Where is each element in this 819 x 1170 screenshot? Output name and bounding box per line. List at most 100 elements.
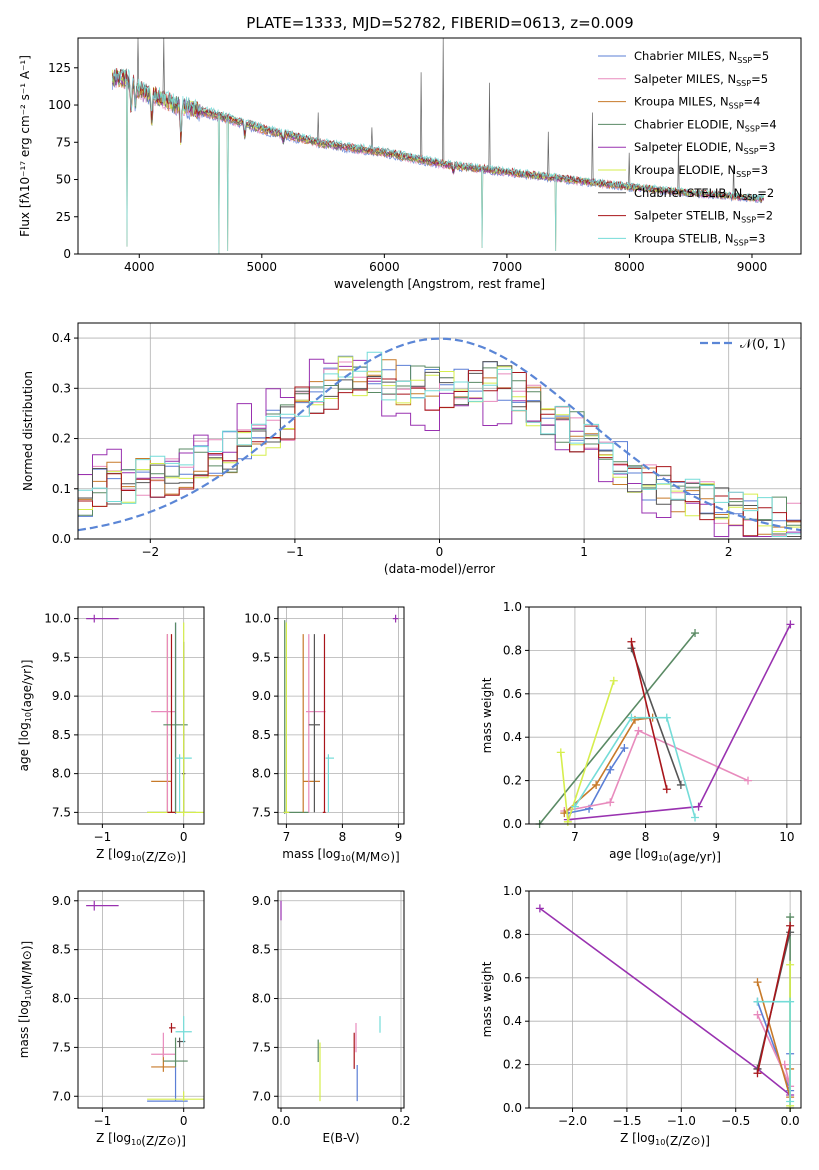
legend-entry: Chabrier ELODIE, NSSP=4 xyxy=(634,117,777,133)
axes-frame xyxy=(528,606,802,825)
series-salpeter_stelib xyxy=(627,637,671,794)
series-line xyxy=(563,716,653,814)
data-point xyxy=(662,785,671,794)
y-tick-label: 0.6 xyxy=(503,687,522,701)
series-line xyxy=(560,680,615,823)
data-point xyxy=(786,960,795,969)
series-line xyxy=(630,641,668,790)
y-tick-label: 7.0 xyxy=(252,1089,271,1103)
y-tick-label: 7.5 xyxy=(52,1040,71,1054)
x-tick-label: −1 xyxy=(94,830,112,844)
chart-residuals: −2 −1 0 1 2 0.0 0.1 0.2 0.3 0.4 (data-model)/error… xyxy=(21,322,802,576)
y-tick-label: 0.1 xyxy=(52,482,71,496)
y-tick-label: 7.5 xyxy=(252,1040,271,1054)
data-point-salpeter_stelib xyxy=(169,1022,176,1033)
y-tick-label: 7.0 xyxy=(52,1089,71,1103)
x-tick-label: 7000 xyxy=(492,260,523,274)
data-point-salpeter_elodie xyxy=(392,614,399,623)
axes-frame xyxy=(277,606,405,825)
y-tick-label: 0.4 xyxy=(503,1014,522,1028)
y-axis-label: mass weight xyxy=(480,961,494,1037)
y-tick-label: 1.0 xyxy=(503,600,522,614)
x-axis-label: mass [log10(M/M⊙)] xyxy=(282,847,399,864)
x-tick-label: −1.5 xyxy=(612,1114,641,1128)
data-point xyxy=(592,780,601,789)
x-tick-label: 2 xyxy=(725,545,733,559)
x-axis-label: (data-model)/error xyxy=(384,562,495,576)
data-point-chabrier_miles xyxy=(147,1066,188,1102)
legend: 𝒩(0, 1) xyxy=(700,336,786,351)
data-point-salpeter_miles xyxy=(306,634,326,813)
y-tick-label: 10.0 xyxy=(44,612,71,626)
axes-frame xyxy=(77,37,802,255)
data-point-kroupa_elodie xyxy=(283,622,290,813)
series-chabrier_stelib xyxy=(627,644,685,789)
axes-frame xyxy=(77,606,205,825)
series-line xyxy=(564,729,749,812)
data-point xyxy=(753,997,762,1006)
x-tick-label: 8 xyxy=(339,830,347,844)
spectrum-series-kroupa_elodie xyxy=(111,69,765,202)
data-point-salpeter_miles xyxy=(151,1032,176,1058)
data-point xyxy=(609,676,618,685)
data-point-chabrier_elodie xyxy=(283,620,309,814)
spectrum-series-chabrier_stelib xyxy=(111,38,764,202)
x-axis-label: age [log10(age/yr)] xyxy=(609,847,721,864)
spectrum-series-kroupa_miles xyxy=(111,73,764,254)
x-tick-label: −2 xyxy=(141,545,159,559)
y-axis-label: age [log10(age/yr)] xyxy=(17,660,34,772)
legend-entry: Kroupa ELODIE, NSSP=3 xyxy=(634,163,768,179)
axes-frame xyxy=(77,890,205,1109)
y-tick-label: 1.0 xyxy=(503,884,522,898)
data-point-chabrier_stelib xyxy=(308,634,320,813)
x-tick-label: 5000 xyxy=(247,260,278,274)
x-tick-label: 9 xyxy=(395,830,403,844)
y-tick-label: 8.5 xyxy=(252,728,271,742)
y-tick-label: 25 xyxy=(56,210,71,224)
y-tick-label: 10.0 xyxy=(244,612,271,626)
data-point xyxy=(694,802,703,811)
y-tick-label: 100 xyxy=(48,98,71,112)
data-point xyxy=(606,798,615,807)
series-line xyxy=(539,907,791,1096)
x-tick-label: −2.0 xyxy=(558,1114,587,1128)
data-point-salpeter_stelib xyxy=(322,634,326,813)
series-kroupa_elodie xyxy=(556,676,618,826)
y-tick-label: 8.0 xyxy=(252,767,271,781)
y-tick-label: 0 xyxy=(63,247,71,261)
x-tick-label: 6000 xyxy=(369,260,400,274)
x-tick-label: 0.0 xyxy=(781,1114,800,1128)
y-tick-label: 0.3 xyxy=(52,381,71,395)
data-point xyxy=(780,1060,789,1069)
y-tick-label: 0.4 xyxy=(52,331,71,345)
x-tick-label: 0 xyxy=(180,1114,188,1128)
y-tick-label: 9.0 xyxy=(52,689,71,703)
chart-age-vs-mass: 7 8 9 7.5 8.0 8.5 9.0 9.5 10.0 mass [log10(M/M⊙)] xyxy=(244,606,405,864)
x-tick-label: −1.0 xyxy=(667,1114,696,1128)
x-tick-label: 9000 xyxy=(737,260,768,274)
x-tick-label: 10 xyxy=(779,830,794,844)
data-point xyxy=(570,802,579,811)
data-point-kroupa_stelib xyxy=(175,1016,192,1043)
y-axis-label: Normed distribution xyxy=(21,371,35,491)
x-axis-label: E(B-V) xyxy=(322,1131,359,1145)
chart-mass-vs-EBV: 0.0 0.2 7.0 7.5 8.0 8.5 9.0 E(B-V) xyxy=(252,890,411,1145)
x-tick-label: 1 xyxy=(580,545,588,559)
x-axis-label: Z [log10(Z/Z⊙)] xyxy=(96,1131,186,1148)
spectrum-series-kroupa_stelib xyxy=(111,68,765,254)
data-point xyxy=(786,620,795,629)
y-axis-label: Flux [fλ10⁻¹⁷ erg cm⁻² s⁻¹ A⁻¹] xyxy=(18,55,32,237)
chart-weight-vs-Z: −2.0 −1.5 −1.0 −0.5 0.0 0.0 0.2 0.4 0.6 0.8 1.0 Z [… xyxy=(480,884,802,1148)
data-point-salpeter_elodie xyxy=(86,614,119,623)
legend-entry: Chabrier MILES, NSSP=5 xyxy=(634,49,769,65)
x-tick-label: 0.0 xyxy=(271,1114,290,1128)
data-point xyxy=(662,713,671,722)
y-tick-label: 0.0 xyxy=(52,532,71,546)
y-tick-label: 8.5 xyxy=(52,943,71,957)
x-tick-label: 0.2 xyxy=(391,1114,410,1128)
data-point xyxy=(634,726,643,735)
y-tick-label: 125 xyxy=(48,61,71,75)
data-point xyxy=(786,997,795,1006)
series-salpeter_stelib xyxy=(753,921,795,1078)
